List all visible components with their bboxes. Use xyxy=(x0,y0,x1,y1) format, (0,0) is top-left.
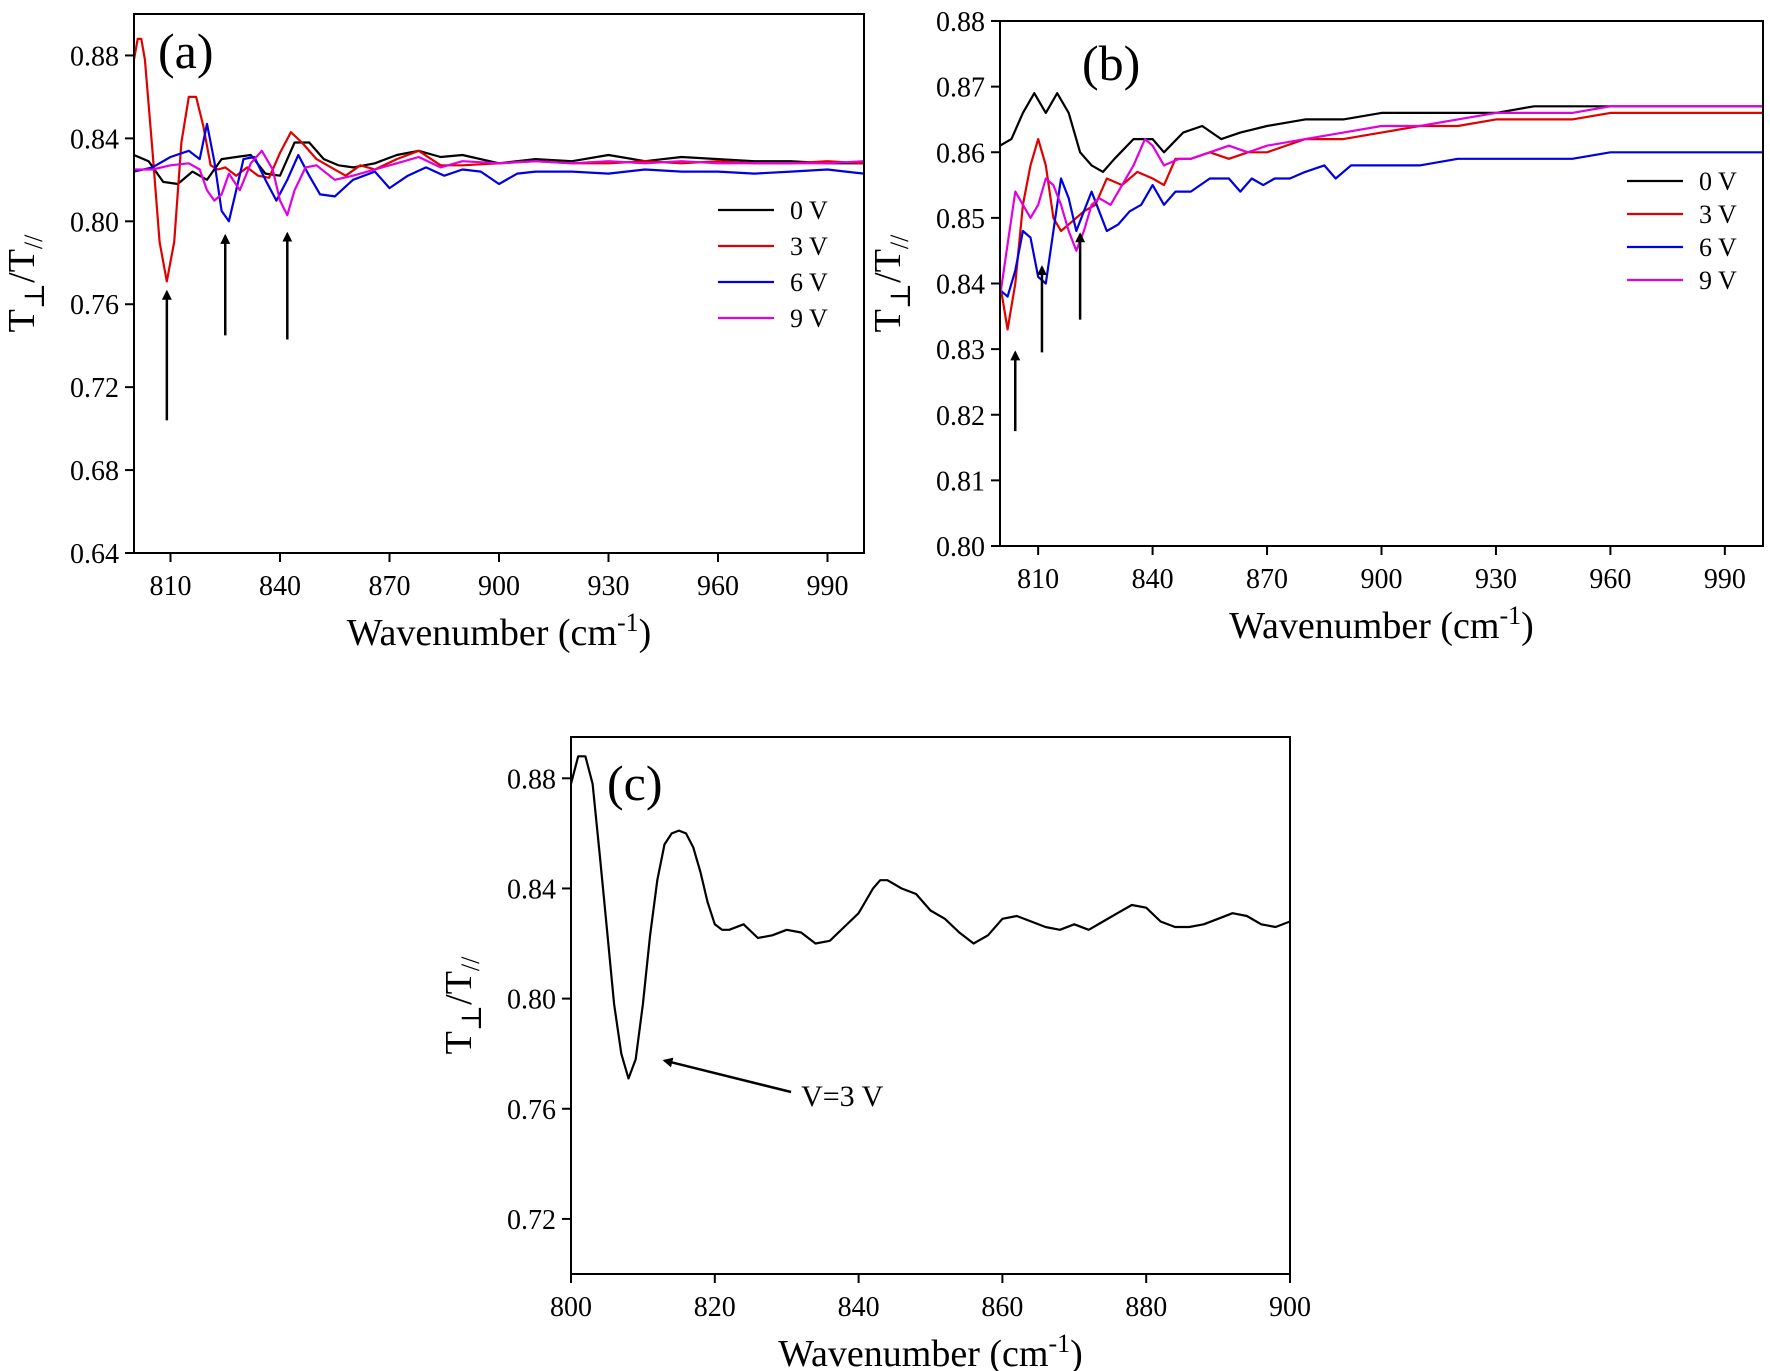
y-axis-title: T⊥/T// xyxy=(438,956,488,1055)
y-axis-title-par: // xyxy=(885,234,914,249)
annotation-text: V=3 V xyxy=(801,1080,884,1113)
x-tick-label: 840 xyxy=(259,571,301,602)
x-tick-label: 860 xyxy=(981,1292,1023,1323)
legend-label: 9 V xyxy=(790,304,828,333)
y-tick-label: 0.80 xyxy=(70,207,119,238)
legend-label: 0 V xyxy=(1699,167,1737,196)
y-tick-label: 0.76 xyxy=(70,290,119,321)
legend-label: 3 V xyxy=(790,232,828,261)
y-tick-label: 0.68 xyxy=(70,456,119,487)
x-axis-title-close: ) xyxy=(1521,605,1534,647)
series-line-3v xyxy=(134,37,864,283)
y-axis-title-perp: ⊥ xyxy=(457,1005,488,1031)
x-axis-title: Wavenumber (cm-1) xyxy=(1229,601,1534,647)
y-tick-label: 0.72 xyxy=(507,1205,556,1236)
annotation-arrow xyxy=(662,1057,792,1094)
series-line-6v xyxy=(1000,151,1763,298)
x-tick-label: 930 xyxy=(588,571,630,602)
y-tick-label: 0.88 xyxy=(70,41,119,72)
x-tick-label: 990 xyxy=(807,571,849,602)
y-tick-label: 0.87 xyxy=(936,73,985,104)
series-line-v3 xyxy=(571,755,1290,1080)
x-axis-title-sup: -1 xyxy=(1048,1329,1070,1358)
y-tick-label: 0.82 xyxy=(936,401,985,432)
y-tick-label: 0.83 xyxy=(936,335,985,366)
legend-label: 6 V xyxy=(1699,233,1737,262)
y-tick-label: 0.76 xyxy=(507,1095,556,1126)
y-axis-title-T: T xyxy=(867,309,909,332)
x-tick-label: 960 xyxy=(697,571,739,602)
y-tick-label: 0.84 xyxy=(507,874,556,905)
y-tick-label: 0.80 xyxy=(936,532,985,563)
panel-b: 810 840 870 900 930 960 990 0.80 0.81 0.82 0.83 0.8… xyxy=(867,7,1764,647)
panel-label: (a) xyxy=(158,23,214,79)
x-axis-title-main: Wavenumber (cm xyxy=(1229,605,1499,647)
x-tick-label: 840 xyxy=(1132,564,1174,595)
y-axis-title-par: // xyxy=(456,956,485,971)
y-tick-label: 0.88 xyxy=(507,764,556,795)
x-tick-label: 930 xyxy=(1475,564,1517,595)
y-axis-title: T⊥/T// xyxy=(867,234,917,333)
y-tick-label: 0.81 xyxy=(936,466,985,497)
x-tick-label: 840 xyxy=(838,1292,880,1323)
x-axis-title-close: ) xyxy=(639,612,652,654)
y-axis-title-par: // xyxy=(19,234,48,249)
series-line-0v xyxy=(1000,92,1763,173)
x-axis-title-main: Wavenumber (cm xyxy=(778,1333,1048,1371)
y-tick-label: 0.85 xyxy=(936,204,985,235)
series-line-9v xyxy=(1000,105,1763,297)
y-axis-title-slash: /T xyxy=(1,249,43,283)
x-tick-label: 810 xyxy=(1017,564,1059,595)
y-tick-label: 0.72 xyxy=(70,373,119,404)
x-tick-label: 900 xyxy=(478,571,520,602)
legend-label: 9 V xyxy=(1699,266,1737,295)
x-axis-title-main: Wavenumber (cm xyxy=(347,612,617,654)
x-axis-title-sup: -1 xyxy=(1499,601,1521,630)
y-axis-title-T: T xyxy=(438,1031,480,1054)
x-axis-title: Wavenumber (cm-1) xyxy=(778,1329,1083,1371)
y-tick-label: 0.84 xyxy=(70,124,119,155)
y-axis-title-perp: ⊥ xyxy=(20,283,51,309)
y-axis-title: T⊥/T// xyxy=(1,234,51,333)
x-axis-title-close: ) xyxy=(1070,1333,1083,1371)
x-tick-label: 960 xyxy=(1589,564,1631,595)
y-tick-label: 0.64 xyxy=(70,539,119,570)
panel-c: 800 820 840 860 880 900 0.72 0.76 0.80 0.84 0.88 Wa… xyxy=(438,736,1311,1371)
plot-frame xyxy=(133,13,865,554)
x-tick-label: 990 xyxy=(1704,564,1746,595)
x-tick-label: 810 xyxy=(150,571,192,602)
panel-label: (b) xyxy=(1082,35,1140,91)
y-tick-label: 0.84 xyxy=(936,270,985,301)
x-tick-label: 900 xyxy=(1361,564,1403,595)
y-tick-label: 0.80 xyxy=(507,985,556,1016)
series-line-3v xyxy=(1000,111,1763,331)
plot-frame xyxy=(570,736,1291,1275)
plot-frame xyxy=(999,20,1764,547)
y-axis-title-T: T xyxy=(1,309,43,332)
y-axis-title-slash: /T xyxy=(867,249,909,283)
y-tick-label: 0.86 xyxy=(936,138,985,169)
x-tick-label: 870 xyxy=(1246,564,1288,595)
legend-label: 0 V xyxy=(790,196,828,225)
x-tick-label: 900 xyxy=(1269,1292,1311,1323)
series-line-9v xyxy=(134,149,864,217)
x-tick-label: 880 xyxy=(1125,1292,1167,1323)
legend-label: 6 V xyxy=(790,268,828,297)
y-axis-title-slash: /T xyxy=(438,971,480,1005)
x-axis-title: Wavenumber (cm-1) xyxy=(347,608,652,654)
y-axis-title-perp: ⊥ xyxy=(886,283,917,309)
x-tick-label: 870 xyxy=(369,571,411,602)
panel-a: 810 840 870 900 930 960 990 0.64 0.68 0.72 0.76 0.8… xyxy=(1,13,865,654)
legend-label: 3 V xyxy=(1699,200,1737,229)
panel-label: (c) xyxy=(607,755,663,811)
x-tick-label: 800 xyxy=(550,1292,592,1323)
y-tick-label: 0.88 xyxy=(936,7,985,38)
series-line-6v xyxy=(134,122,864,223)
x-tick-label: 820 xyxy=(694,1292,736,1323)
x-axis-title-sup: -1 xyxy=(617,608,639,637)
